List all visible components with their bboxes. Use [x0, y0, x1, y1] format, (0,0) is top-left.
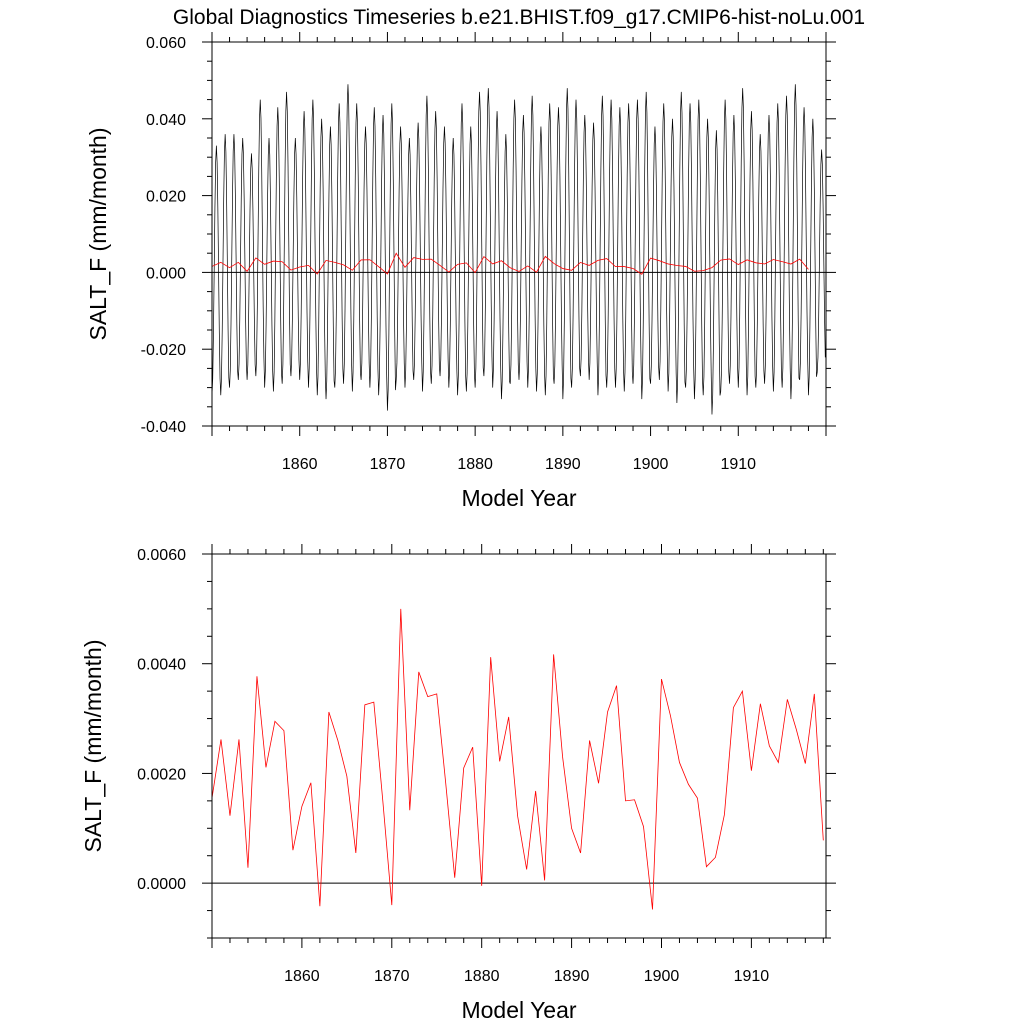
x-tick-label: 1890 — [554, 968, 590, 985]
top-panel: 1860 1870 1880 1890 1900 1910 -0.040 -0.020 0.00… — [85, 32, 836, 511]
bottom-panel: 1860 1870 1880 1890 1900 1910 0.0000 0.0020 0.00… — [80, 544, 836, 1023]
y-tick-label: 0.000 — [146, 265, 186, 282]
monthly-series-line — [211, 84, 826, 415]
y-tick-label: 0.0000 — [137, 876, 186, 893]
x-tick-label: 1910 — [734, 968, 770, 985]
y-axis-label: SALT_F (mm/month) — [80, 640, 106, 853]
x-tick-label: 1860 — [284, 968, 320, 985]
figure-title: Global Diagnostics Timeseries b.e21.BHIS… — [173, 6, 865, 29]
x-axis-label: Model Year — [461, 997, 576, 1023]
annual-series-line — [211, 608, 824, 910]
x-tick-label: 1890 — [545, 456, 581, 473]
y-tick-label: -0.020 — [141, 342, 186, 359]
x-axis-label: Model Year — [461, 485, 576, 511]
x-tick-label: 1910 — [720, 456, 756, 473]
y-tick-label: 0.0060 — [137, 547, 186, 564]
x-tick-label: 1870 — [370, 456, 406, 473]
y-tick-label: 0.040 — [146, 112, 186, 129]
plot-frame — [211, 553, 827, 939]
y-tick-label: 0.0040 — [137, 657, 186, 674]
x-tick-label: 1900 — [633, 456, 669, 473]
x-tick-label: 1880 — [464, 968, 500, 985]
y-tick-label: 0.0020 — [137, 766, 186, 783]
y-tick-label: -0.040 — [141, 419, 186, 436]
annual-series-line — [211, 252, 809, 275]
x-tick-label: 1880 — [457, 456, 493, 473]
y-tick-label: 0.020 — [146, 189, 186, 206]
y-tick-label: 0.060 — [146, 35, 186, 52]
x-tick-label: 1870 — [374, 968, 410, 985]
plot-frame — [211, 41, 827, 427]
y-axis-label: SALT_F (mm/month) — [85, 128, 111, 341]
x-tick-label: 1900 — [644, 968, 680, 985]
x-tick-label: 1860 — [282, 456, 318, 473]
